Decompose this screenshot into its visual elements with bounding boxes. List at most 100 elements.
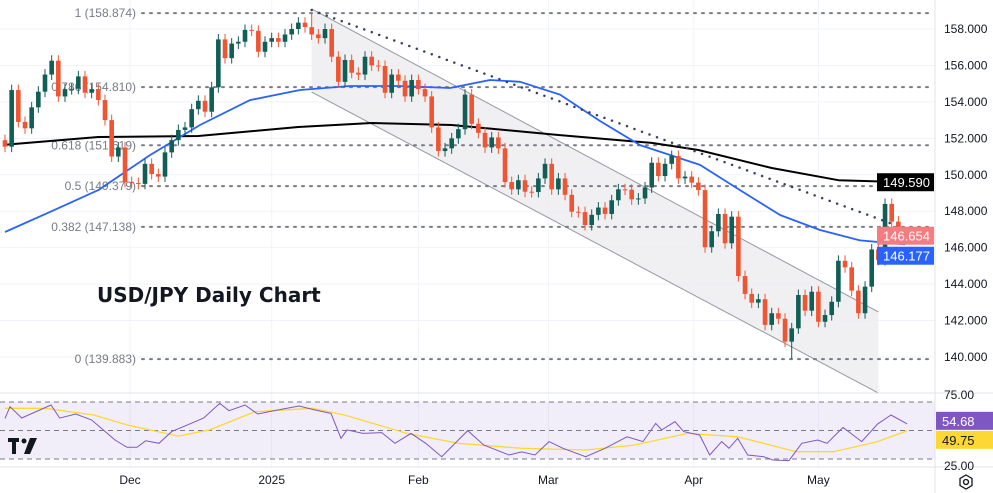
candle bbox=[556, 178, 561, 190]
candle bbox=[522, 180, 528, 192]
channel-fill bbox=[311, 8, 879, 394]
fib-ratio: 0.5 bbox=[65, 179, 82, 193]
candle bbox=[636, 198, 641, 200]
grid bbox=[0, 0, 935, 467]
trendline bbox=[310, 8, 927, 238]
last-price-badge-bg bbox=[877, 226, 934, 245]
candle bbox=[236, 41, 241, 44]
fib-ratio: 0.382 bbox=[51, 220, 81, 234]
channel-upper bbox=[311, 8, 879, 313]
candle bbox=[249, 29, 254, 31]
rsi-tick: 75.00 bbox=[944, 388, 974, 402]
candle bbox=[689, 176, 695, 183]
candle bbox=[36, 91, 41, 108]
candle bbox=[709, 231, 715, 248]
price-tick: 140.000 bbox=[944, 350, 988, 364]
ma-slow-badge-bg bbox=[877, 173, 934, 192]
candle bbox=[129, 182, 134, 184]
candle bbox=[756, 299, 761, 303]
trendline-dotted bbox=[310, 8, 927, 238]
rsi-line bbox=[4, 402, 908, 462]
candle bbox=[222, 39, 228, 59]
time-tick: Apr bbox=[684, 473, 703, 487]
candle bbox=[76, 76, 81, 89]
rsi-value-badge: 54.68 bbox=[942, 414, 975, 429]
candle bbox=[516, 180, 521, 190]
candle bbox=[402, 80, 408, 97]
rsi-value-badge-bg bbox=[936, 411, 993, 430]
candle bbox=[669, 155, 674, 164]
rsi-tick: 25.00 bbox=[944, 459, 974, 473]
ma-fast-badge-bg bbox=[877, 246, 934, 265]
candle bbox=[749, 293, 755, 303]
time-tick: May bbox=[807, 473, 830, 487]
candle bbox=[496, 137, 501, 149]
fib-value: (149.379) bbox=[81, 179, 136, 193]
candle bbox=[429, 96, 434, 128]
candle bbox=[602, 207, 608, 214]
price-tick: 148.000 bbox=[944, 204, 988, 218]
candles bbox=[2, 13, 916, 360]
candle bbox=[562, 178, 568, 195]
candle bbox=[62, 89, 68, 97]
fib-ratio: 1 bbox=[75, 6, 82, 20]
fib-ratio: 0 bbox=[75, 352, 82, 366]
candle bbox=[169, 140, 174, 153]
candle bbox=[2, 140, 8, 147]
candle bbox=[469, 94, 474, 124]
candle bbox=[342, 59, 348, 82]
candle bbox=[776, 313, 781, 319]
moving-averages bbox=[4, 79, 906, 246]
price-tick: 154.000 bbox=[944, 95, 988, 109]
candle bbox=[829, 301, 835, 316]
gear-icon[interactable] bbox=[959, 474, 973, 490]
candle bbox=[662, 163, 668, 177]
candle bbox=[796, 295, 801, 329]
candle bbox=[849, 267, 855, 291]
candle bbox=[536, 178, 541, 193]
candle bbox=[269, 38, 274, 42]
candle bbox=[149, 163, 154, 175]
candle bbox=[762, 299, 768, 325]
candle bbox=[96, 89, 101, 101]
price-channel bbox=[311, 8, 879, 394]
candle bbox=[189, 109, 194, 128]
candle bbox=[542, 163, 548, 179]
tradingview-logo[interactable] bbox=[8, 438, 37, 454]
candle bbox=[836, 260, 841, 302]
candle bbox=[782, 318, 788, 342]
rsi-ma-badge-bg bbox=[936, 430, 993, 449]
candle bbox=[316, 34, 321, 39]
candle bbox=[822, 315, 828, 322]
candle bbox=[569, 194, 574, 212]
candle bbox=[142, 163, 148, 184]
candle bbox=[809, 291, 815, 311]
fib-value: (139.883) bbox=[81, 352, 136, 366]
candle bbox=[422, 89, 428, 97]
candle bbox=[449, 138, 454, 149]
candle bbox=[42, 74, 48, 92]
candle bbox=[322, 29, 328, 39]
price-tick: 156.000 bbox=[944, 58, 988, 72]
candle bbox=[362, 56, 368, 75]
candle bbox=[196, 100, 201, 110]
candle bbox=[122, 147, 128, 183]
candle bbox=[156, 174, 161, 177]
time-tick: 2025 bbox=[258, 473, 285, 487]
candle bbox=[716, 213, 721, 232]
candle bbox=[789, 328, 795, 342]
candle bbox=[409, 80, 414, 97]
ma-slow-badge: 149.590 bbox=[883, 175, 930, 190]
time-tick: Dec bbox=[119, 473, 140, 487]
candle bbox=[109, 120, 114, 157]
candle bbox=[736, 216, 741, 277]
candle bbox=[336, 56, 341, 82]
candle bbox=[229, 43, 234, 59]
candle bbox=[349, 59, 354, 73]
candle bbox=[56, 60, 61, 97]
fib-label: 0 (139.883) bbox=[75, 352, 136, 366]
candle bbox=[202, 100, 208, 112]
candle bbox=[49, 60, 54, 75]
candle bbox=[802, 295, 808, 311]
